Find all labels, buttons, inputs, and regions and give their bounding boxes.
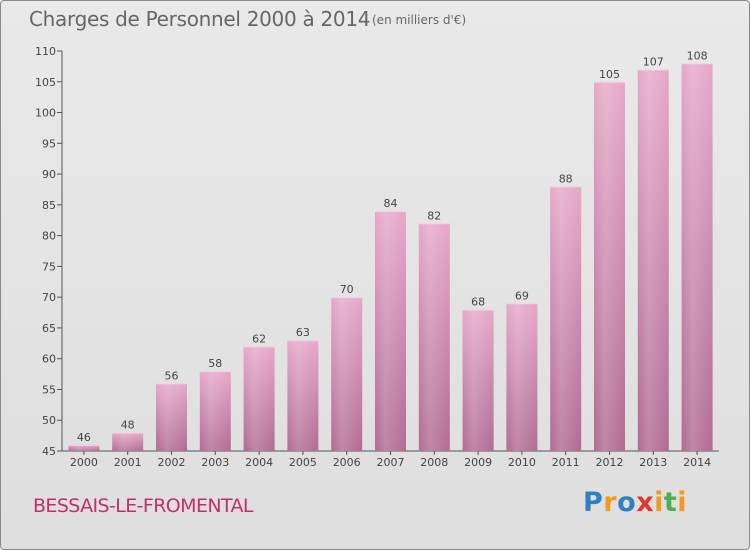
data-label: 62 bbox=[252, 332, 266, 345]
chart-title: Charges de Personnel 2000 à 2014 bbox=[29, 7, 371, 31]
bar-shine bbox=[637, 69, 669, 451]
logo-letter: i bbox=[677, 487, 688, 518]
y-tick-label: 90 bbox=[42, 168, 56, 181]
y-tick-label: 65 bbox=[42, 322, 56, 335]
bars-group bbox=[68, 63, 713, 452]
x-tick-label: 2008 bbox=[420, 456, 448, 469]
data-label: 105 bbox=[599, 68, 620, 81]
bar-shine bbox=[594, 81, 625, 452]
bar-shine bbox=[681, 63, 713, 452]
data-label: 69 bbox=[515, 289, 529, 302]
x-tick-label: 2005 bbox=[289, 456, 317, 469]
y-tick-label: 110 bbox=[35, 45, 56, 58]
data-label: 58 bbox=[208, 357, 222, 370]
logo-letter: t bbox=[663, 487, 678, 518]
x-tick-label: 2014 bbox=[683, 456, 711, 469]
data-label: 70 bbox=[340, 283, 354, 296]
y-tick-label: 105 bbox=[35, 76, 56, 89]
logo-letter: r bbox=[603, 487, 618, 518]
x-tick-label: 2003 bbox=[201, 456, 229, 469]
x-tick-label: 2006 bbox=[333, 456, 361, 469]
data-label: 46 bbox=[77, 431, 91, 444]
x-tick-label: 2001 bbox=[114, 456, 142, 469]
y-tick-label: 80 bbox=[42, 230, 56, 243]
data-label: 82 bbox=[427, 209, 441, 222]
bar-shine bbox=[112, 432, 144, 451]
y-tick-label: 75 bbox=[42, 260, 56, 273]
x-tick-label: 2000 bbox=[70, 456, 98, 469]
data-label: 88 bbox=[559, 172, 573, 185]
bar-shine bbox=[375, 211, 406, 451]
y-tick-label: 70 bbox=[42, 291, 56, 304]
data-label: 84 bbox=[384, 197, 398, 210]
x-tick-label: 2010 bbox=[508, 456, 536, 469]
y-tick-label: 85 bbox=[42, 199, 56, 212]
bar-shine bbox=[199, 371, 231, 451]
y-tick-label: 50 bbox=[42, 414, 56, 427]
bar-shine bbox=[506, 303, 538, 451]
bar-shine bbox=[550, 186, 582, 451]
x-tick-label: 2004 bbox=[245, 456, 273, 469]
labels-group: 2000 46 2001 48 2002 56 2003 58 2004 62 2005 63 2006… bbox=[70, 49, 711, 469]
x-tick-label: 2007 bbox=[377, 456, 405, 469]
y-tick-label: 100 bbox=[35, 107, 56, 120]
chart-axes: 45 50 55 60 65 70 75 80 85 90 95 100 105 110 bbox=[35, 45, 719, 458]
x-tick-label: 2002 bbox=[158, 456, 186, 469]
data-label: 108 bbox=[687, 49, 708, 62]
data-label: 107 bbox=[643, 55, 664, 68]
data-label: 63 bbox=[296, 326, 310, 339]
data-label: 48 bbox=[121, 419, 135, 432]
data-label: 56 bbox=[165, 369, 179, 382]
bar-shine bbox=[68, 444, 100, 451]
y-tick-label: 95 bbox=[42, 137, 56, 150]
y-tick-label: 55 bbox=[42, 383, 56, 396]
bar-shine bbox=[418, 223, 450, 451]
logo-letter: x bbox=[636, 487, 655, 518]
x-tick-label: 2012 bbox=[596, 456, 624, 469]
x-tick-label: 2011 bbox=[552, 456, 580, 469]
data-label: 68 bbox=[471, 295, 485, 308]
bar-shine bbox=[287, 340, 319, 451]
y-tick-label: 45 bbox=[42, 445, 56, 458]
logo-letter: i bbox=[654, 487, 664, 518]
bar-shine bbox=[243, 346, 275, 451]
logo-letter: P bbox=[583, 487, 604, 518]
commune-name: BESSAIS-LE-FROMENTAL bbox=[33, 495, 253, 517]
bar-shine bbox=[156, 383, 187, 451]
bar-shine bbox=[462, 309, 494, 451]
chart-subtitle: (en milliers d'€) bbox=[372, 13, 467, 27]
proxiti-logo: Proxiti bbox=[583, 487, 687, 518]
x-tick-label: 2009 bbox=[464, 456, 492, 469]
y-tick-label: 60 bbox=[42, 353, 56, 366]
x-tick-label: 2013 bbox=[639, 456, 667, 469]
bar-shine bbox=[331, 297, 363, 451]
logo-letter: o bbox=[617, 487, 637, 518]
